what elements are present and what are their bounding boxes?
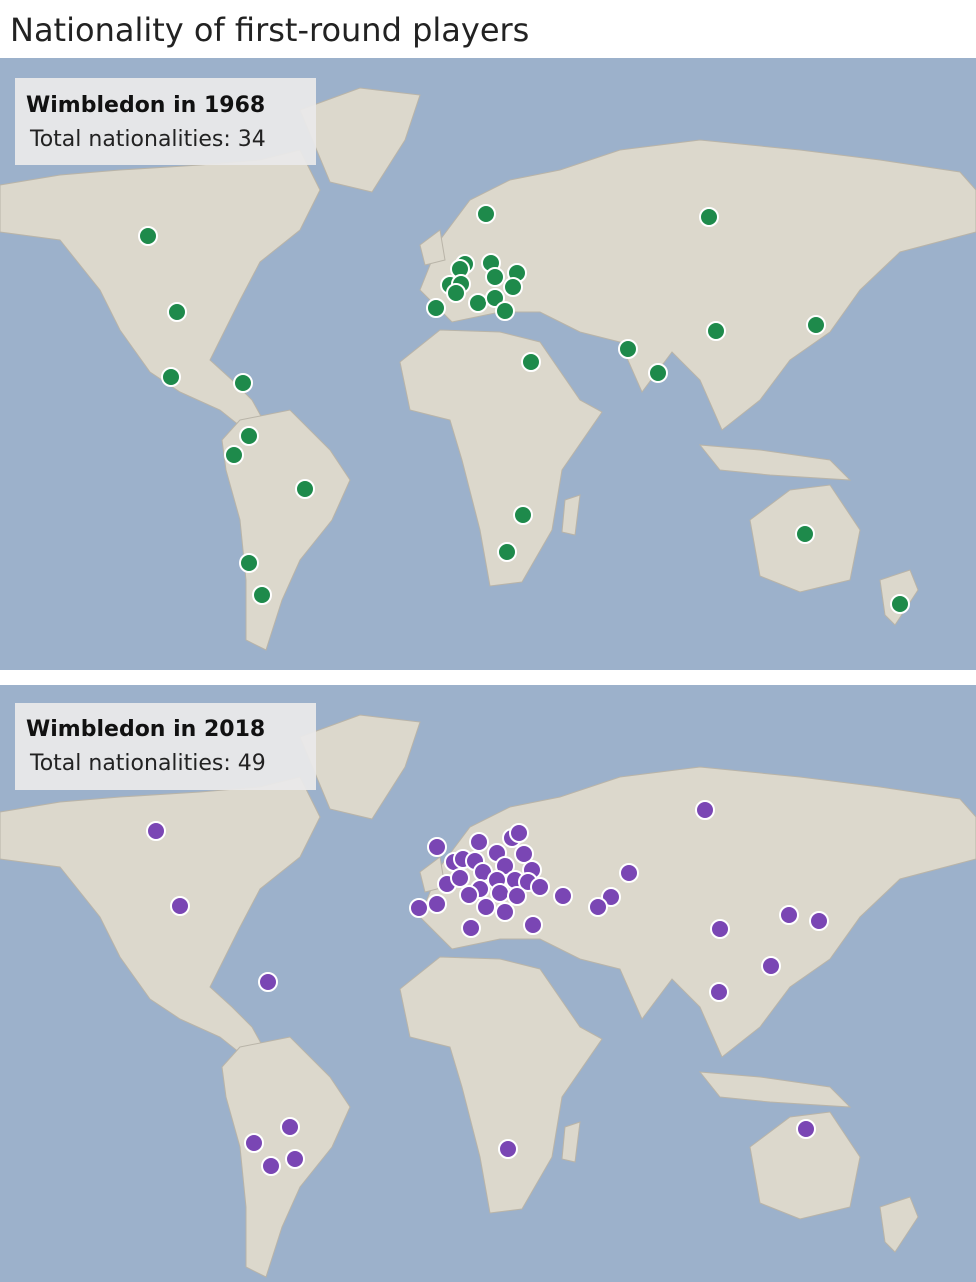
country-dot [497, 542, 517, 562]
country-dot [409, 898, 429, 918]
country-dot [476, 897, 496, 917]
country-dot [601, 887, 621, 907]
dots [138, 204, 910, 614]
country-dot [446, 283, 466, 303]
country-dot [695, 800, 715, 820]
country-dot [485, 267, 505, 287]
country-dot [503, 277, 523, 297]
panel-total: Total nationalities: 34 [29, 127, 266, 152]
country-dot [806, 315, 826, 335]
country-dot [706, 321, 726, 341]
country-dot [513, 505, 533, 525]
country-dot [239, 426, 259, 446]
legend-box [15, 703, 316, 790]
country-dot [588, 897, 608, 917]
country-dot [138, 226, 158, 246]
country-dot [450, 868, 470, 888]
page-title: Nationality of first-round players [10, 11, 529, 49]
header-bg [0, 0, 976, 58]
country-dot [485, 288, 505, 308]
country-dot [498, 1139, 518, 1159]
country-dot [495, 902, 515, 922]
country-dot [468, 293, 488, 313]
country-dot [461, 918, 481, 938]
country-dot [495, 301, 515, 321]
country-dot [553, 886, 573, 906]
map-panel: Wimbledon in 1968 Total nationalities: 3… [0, 58, 976, 670]
country-dot [239, 553, 259, 573]
country-dot [252, 585, 272, 605]
country-dot [779, 905, 799, 925]
panel-heading: Wimbledon in 1968 [26, 93, 265, 118]
country-dot [427, 837, 447, 857]
country-dot [244, 1133, 264, 1153]
panel-heading: Wimbledon in 2018 [26, 717, 265, 742]
country-dot [261, 1156, 281, 1176]
map-panel: Wimbledon in 2018 Total nationalities: 4… [0, 685, 976, 1282]
country-dot [459, 885, 479, 905]
country-dot [509, 823, 529, 843]
country-dot [648, 363, 668, 383]
country-dot [167, 302, 187, 322]
country-dot [258, 972, 278, 992]
country-dot [521, 352, 541, 372]
country-dot [161, 367, 181, 387]
separator [0, 670, 976, 685]
country-dot [709, 982, 729, 1002]
country-dot [490, 883, 510, 903]
country-dot [523, 915, 543, 935]
country-dot [699, 207, 719, 227]
country-dot [796, 1119, 816, 1139]
country-dot [761, 956, 781, 976]
country-dot [514, 844, 534, 864]
country-dot [619, 863, 639, 883]
legend-box [15, 78, 316, 165]
country-dot [146, 821, 166, 841]
country-dot [710, 919, 730, 939]
country-dot [280, 1117, 300, 1137]
country-dot [530, 877, 550, 897]
country-dot [233, 373, 253, 393]
country-dot [224, 445, 244, 465]
country-dot [476, 204, 496, 224]
country-dot [809, 911, 829, 931]
panel-total: Total nationalities: 49 [29, 751, 266, 776]
country-dot [507, 886, 527, 906]
country-dot [890, 594, 910, 614]
country-dot [295, 479, 315, 499]
country-dot [285, 1149, 305, 1169]
country-dot [618, 339, 638, 359]
country-dot [426, 298, 446, 318]
country-dot [795, 524, 815, 544]
dots [146, 800, 829, 1176]
country-dot [469, 832, 489, 852]
country-dot [427, 894, 447, 914]
country-dot [170, 896, 190, 916]
